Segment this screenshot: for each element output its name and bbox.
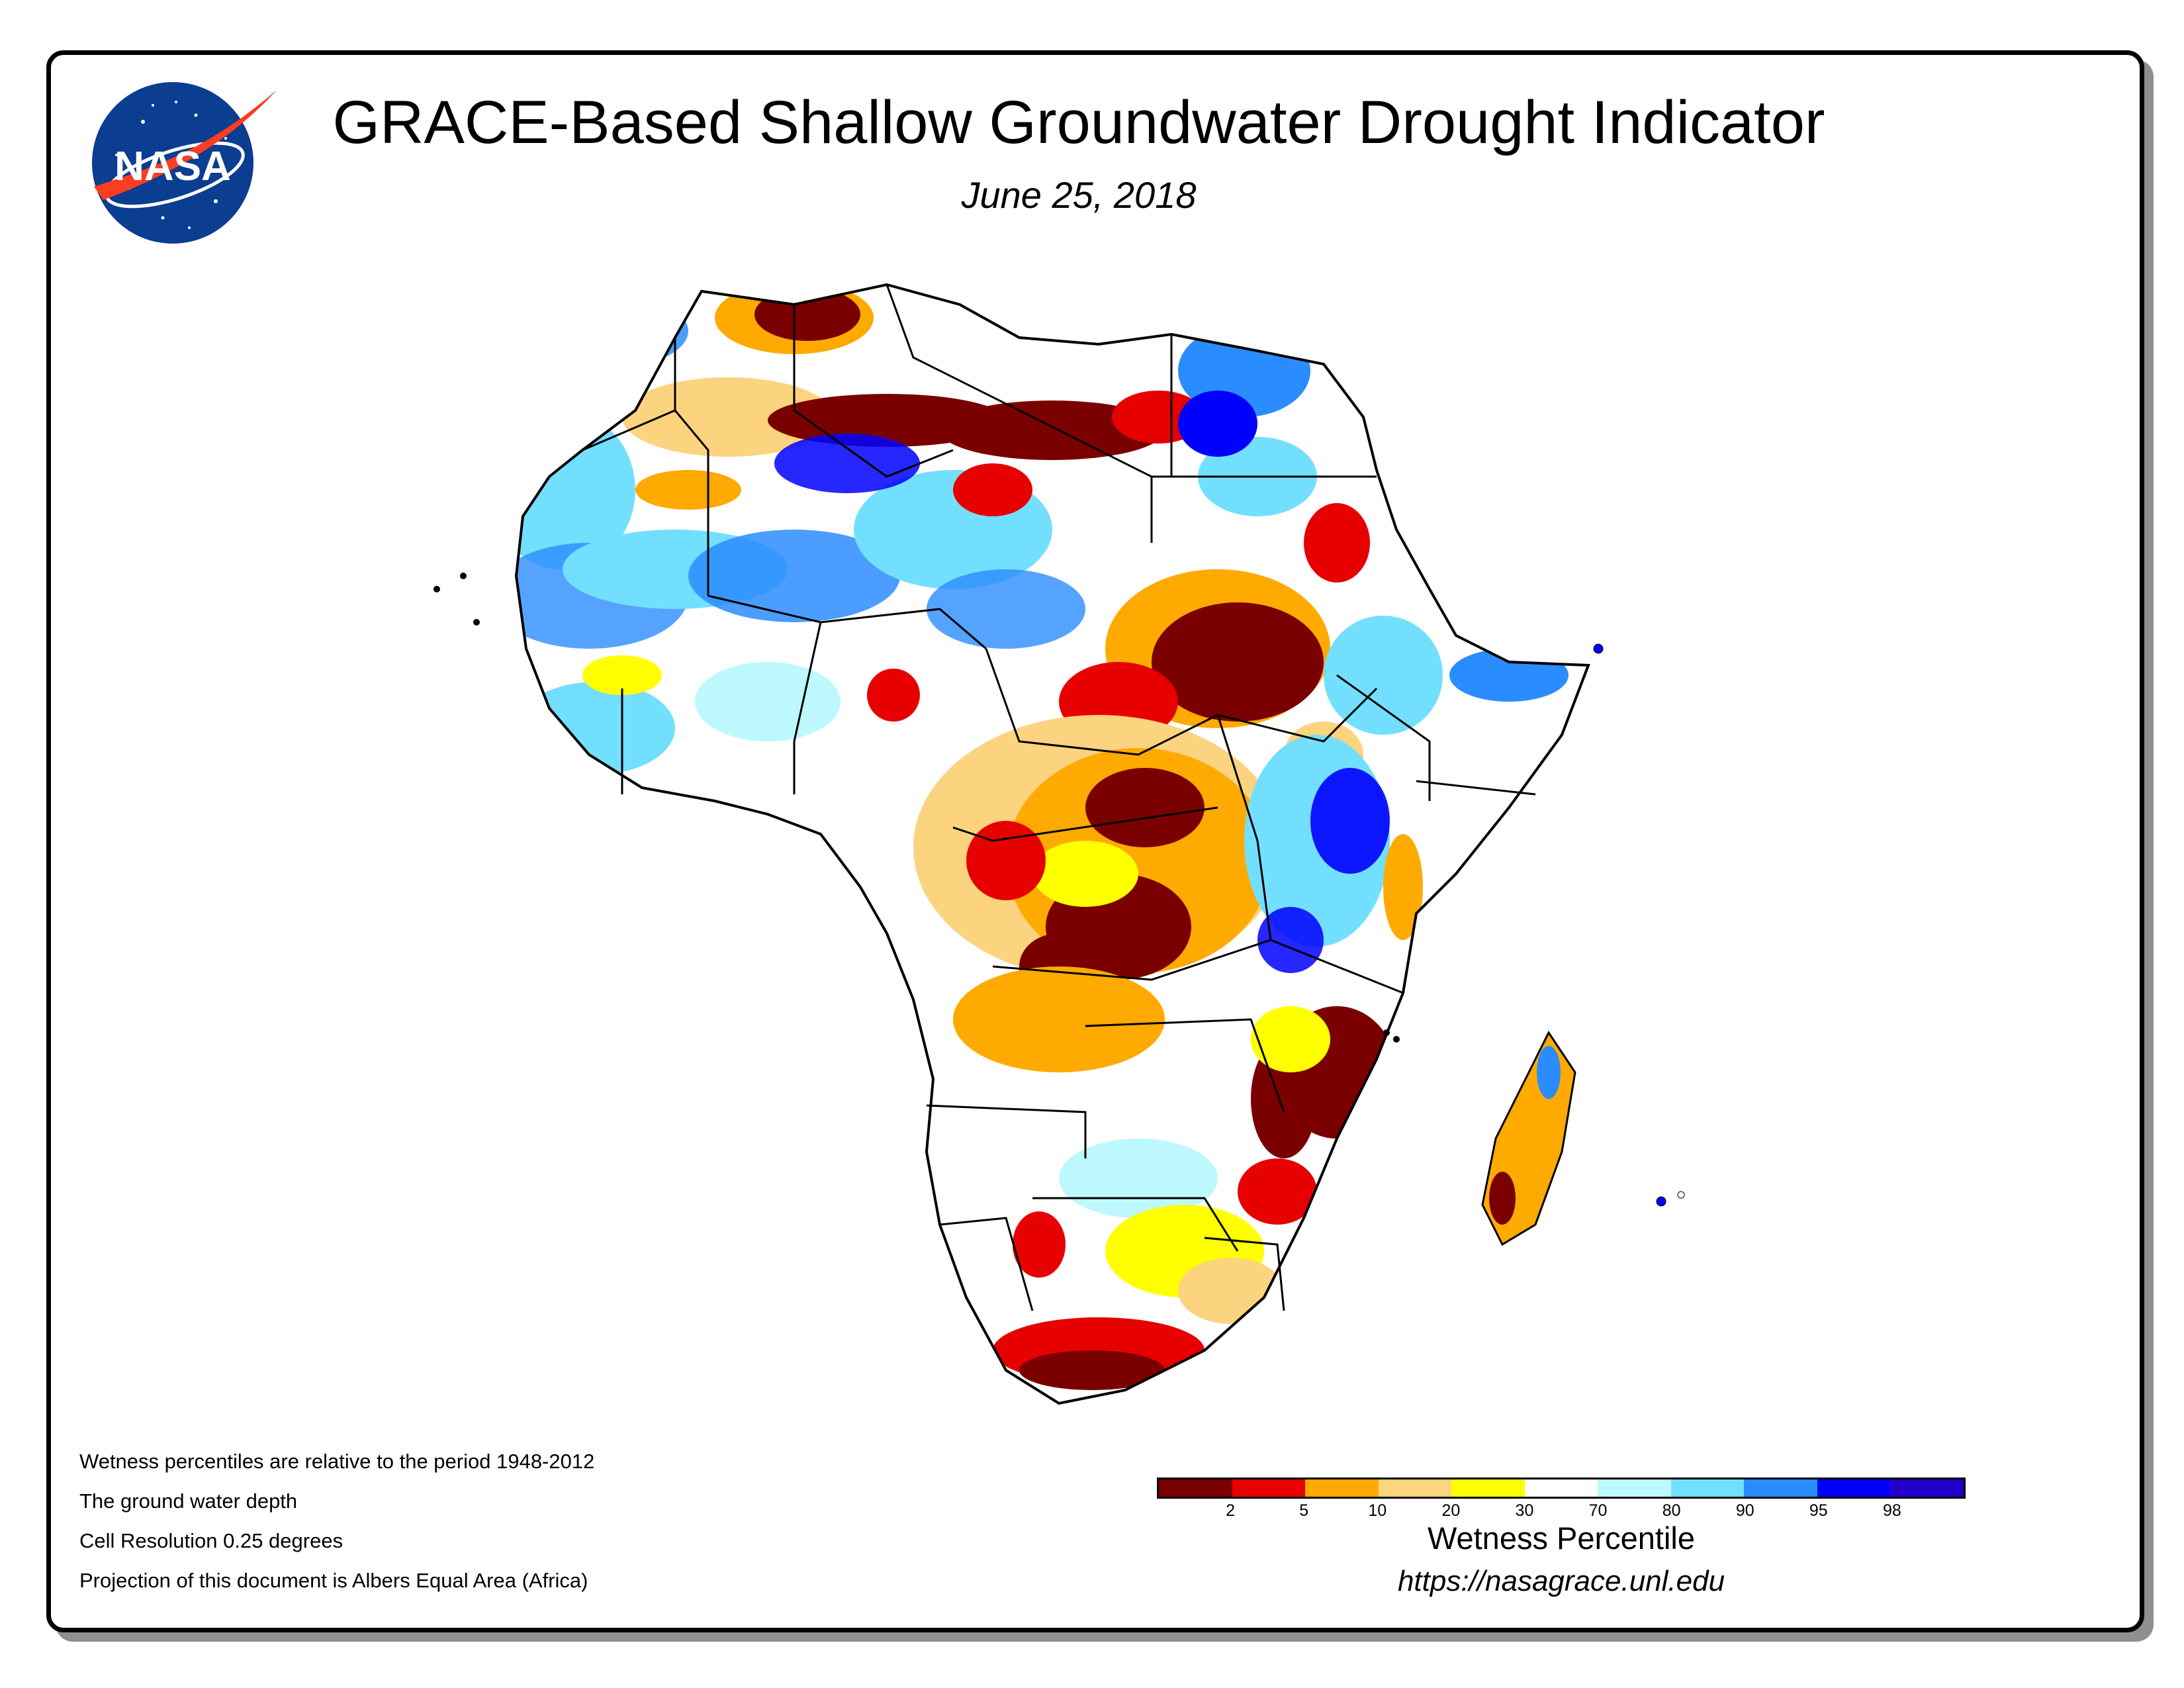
note-percentile-period: Wetness percentiles are relative to the … [79,1450,595,1473]
legend-swatch [1817,1479,1891,1497]
legend-swatch [1670,1479,1745,1497]
legend-tick-label: 95 [1809,1501,1828,1520]
legend-tick-label: 2 [1226,1501,1236,1520]
legend-swatch [1159,1479,1232,1497]
legend-tick-label: 10 [1368,1501,1387,1520]
legend-tick-label: 90 [1735,1501,1754,1520]
map-title: GRACE-Based Shallow Groundwater Drought … [332,89,1825,156]
legend-swatch [1598,1479,1671,1497]
note-groundwater-depth: The ground water depth [79,1489,298,1513]
legend-swatch [1744,1479,1817,1497]
svg-text:NASA: NASA [114,144,231,189]
legend-swatch [1890,1479,1964,1497]
nasa-logo: NASA [92,82,277,244]
wetness-legend: 2 5 10 20 30 70 80 90 95 98 Wetness Percentile ht… [1157,1477,1966,1617]
legend-title: Wetness Percentile [1427,1521,1696,1556]
map-date: June 25, 2018 [961,174,1197,216]
note-cell-resolution: Cell Resolution 0.25 degrees [79,1529,343,1552]
legend-tick-label: 98 [1883,1501,1901,1520]
legend-color-bar [1157,1477,1966,1499]
legend-swatch [1305,1479,1379,1497]
legend-tick-label: 5 [1299,1501,1309,1520]
legend-swatch [1232,1479,1306,1497]
map-notes: Wetness percentiles are relative to the … [79,1442,594,1601]
legend-swatch [1524,1479,1598,1497]
legend-swatch [1451,1479,1525,1497]
legend-tick-label: 80 [1662,1501,1681,1520]
legend-swatch [1378,1479,1452,1497]
legend-tick-label: 20 [1441,1501,1461,1520]
note-projection: Projection of this document is Albers Eq… [79,1569,588,1592]
africa-drought-map [433,283,1685,1405]
legend-tick-label: 30 [1515,1501,1534,1520]
source-url[interactable]: https://nasagrace.unl.edu [1397,1565,1725,1597]
legend-tick-label: 70 [1588,1501,1608,1520]
